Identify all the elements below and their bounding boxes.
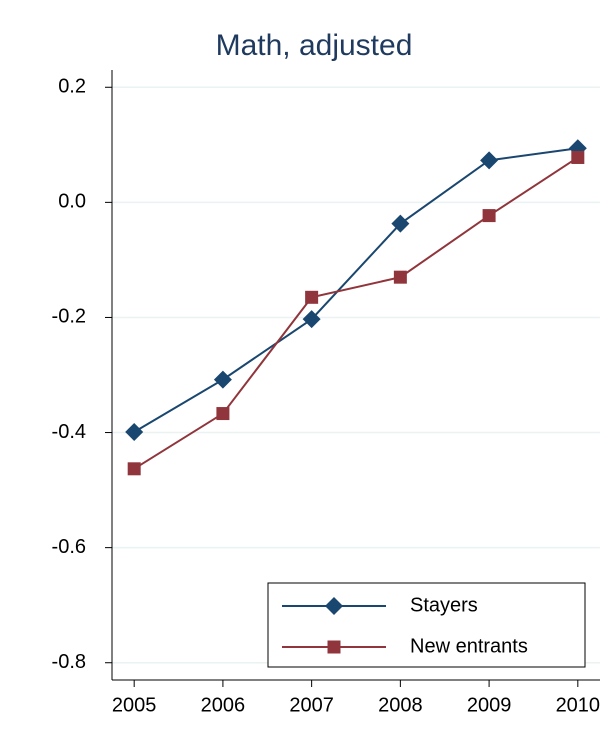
legend-label: Stayers xyxy=(410,594,478,616)
x-tick-label: 2010 xyxy=(556,694,601,716)
y-tick-label: -0.4 xyxy=(52,421,86,443)
y-tick-label: -0.6 xyxy=(52,536,86,558)
legend-box xyxy=(267,582,586,668)
x-tick-label: 2007 xyxy=(289,694,334,716)
legend-label: New entrants xyxy=(410,635,528,657)
marker xyxy=(480,151,499,170)
y-tick-label: 0.2 xyxy=(58,76,86,98)
x-tick-label: 2005 xyxy=(112,694,157,716)
legend: Stayers New entrants xyxy=(267,582,586,668)
chart-title: Math, adjusted xyxy=(216,29,413,62)
series-line xyxy=(133,156,579,470)
marker xyxy=(302,310,321,329)
marker xyxy=(393,270,407,284)
x-tick-label: 2006 xyxy=(201,694,246,716)
marker xyxy=(216,407,230,421)
marker xyxy=(482,209,496,223)
series-line xyxy=(133,147,578,433)
y-tick-label: -0.2 xyxy=(52,306,86,328)
marker xyxy=(327,640,341,654)
marker xyxy=(571,150,585,164)
y-tick-label: 0.0 xyxy=(58,191,86,213)
x-tick-label: 2008 xyxy=(378,694,423,716)
marker xyxy=(391,214,410,233)
marker xyxy=(125,422,144,441)
marker xyxy=(213,370,232,389)
marker xyxy=(325,597,343,615)
x-tick-label: 2009 xyxy=(467,694,512,716)
marker xyxy=(305,290,319,304)
marker xyxy=(127,462,141,476)
y-tick-label: -0.8 xyxy=(52,651,86,673)
